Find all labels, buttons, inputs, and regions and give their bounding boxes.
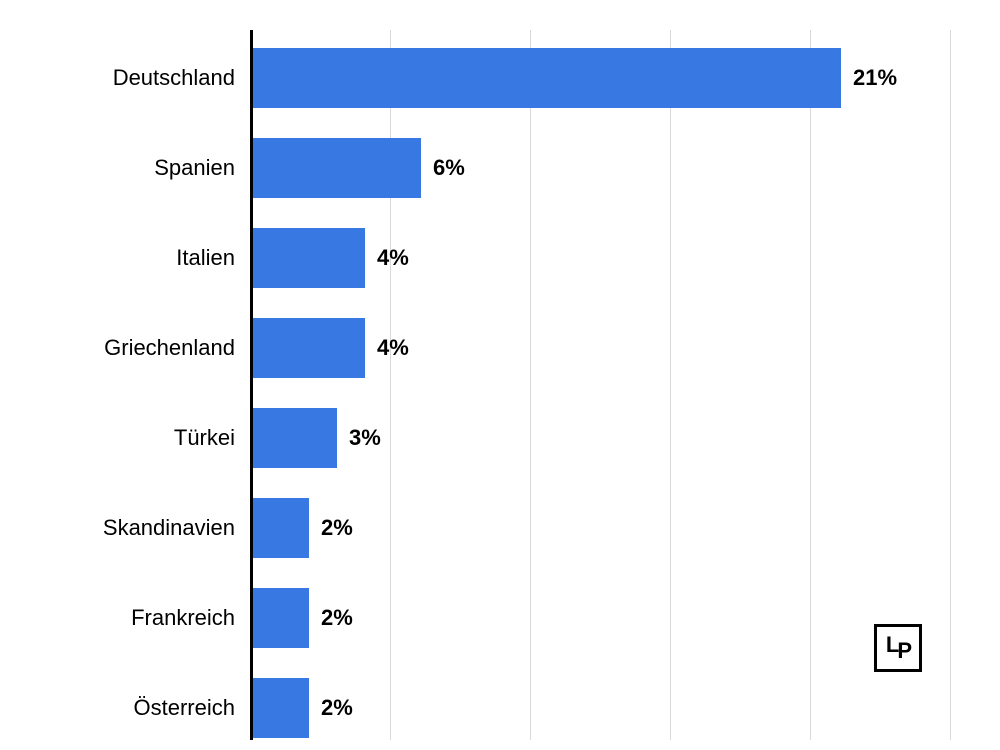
bar-row: Griechenland 4%: [0, 318, 1000, 378]
category-label: Spanien: [0, 138, 235, 198]
bar-row: Spanien 6%: [0, 138, 1000, 198]
value-label: 21%: [853, 48, 897, 108]
category-label: Griechenland: [0, 318, 235, 378]
bar-chart: Deutschland21%Spanien6%Italien4%Griechen…: [0, 0, 1000, 750]
category-label: Deutschland: [0, 48, 235, 108]
bar: [253, 498, 309, 558]
category-label: Italien: [0, 228, 235, 288]
bar-row: Österreich 2%: [0, 678, 1000, 738]
category-label: Österreich: [0, 678, 235, 738]
bar: [253, 138, 421, 198]
value-label: 6%: [433, 138, 465, 198]
value-label: 4%: [377, 228, 409, 288]
value-label: 2%: [321, 588, 353, 648]
bar-row: Skandinavien 2%: [0, 498, 1000, 558]
bar-row: Frankreich 2%: [0, 588, 1000, 648]
bar: [253, 678, 309, 738]
source-logo: LP: [874, 624, 922, 672]
value-label: 4%: [377, 318, 409, 378]
logo-text: LP: [886, 637, 910, 659]
category-label: Türkei: [0, 408, 235, 468]
bar: [253, 588, 309, 648]
value-label: 3%: [349, 408, 381, 468]
bar-row: Türkei 3%: [0, 408, 1000, 468]
bar: [253, 48, 841, 108]
bar: [253, 318, 365, 378]
value-label: 2%: [321, 498, 353, 558]
category-label: Frankreich: [0, 588, 235, 648]
bar-row: Italien 4%: [0, 228, 1000, 288]
category-label: Skandinavien: [0, 498, 235, 558]
bar: [253, 228, 365, 288]
value-label: 2%: [321, 678, 353, 738]
bar-row: Deutschland 21%: [0, 48, 1000, 108]
bar: [253, 408, 337, 468]
